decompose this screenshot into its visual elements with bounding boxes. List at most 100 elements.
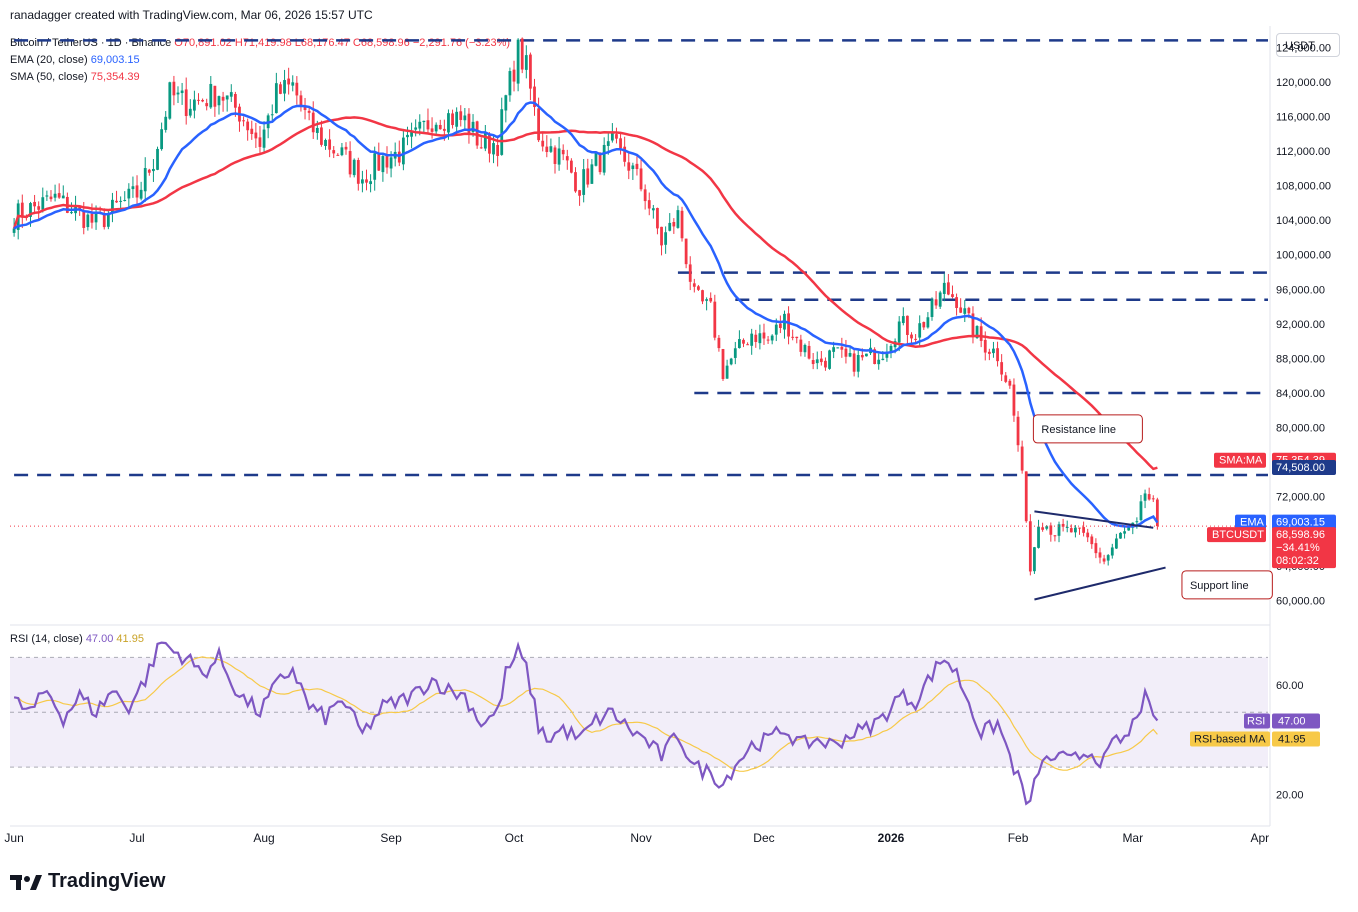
currency-selector[interactable]: USDT [1276,33,1340,57]
candle-body [951,294,954,297]
sma-legend-value: 75,354.39 [90,71,140,83]
candle-body [647,200,651,209]
candle-body [615,134,618,139]
candle-body [901,316,905,324]
candle-body [746,344,749,346]
price-badge-extra: 08:02:32 [1276,555,1319,567]
candle-body [885,351,889,358]
candle-body [193,99,196,111]
rsi-legend-value: 47.00 [85,633,114,645]
price-badge [1272,514,1336,530]
rsi-tick-label: 60.00 [1276,680,1304,692]
candle-body [401,137,405,165]
candle-body [844,348,848,357]
ohlc-low: L68,176.47 [294,37,350,49]
candle-body [815,359,819,364]
rsi-badge-value: 47.00 [1278,716,1306,728]
candle-body [471,121,475,132]
candle-body [557,148,561,165]
ema-legend-value: 69,003.15 [90,54,140,66]
candle-body [807,345,811,359]
annotation-box [1181,570,1273,600]
candle-body [852,353,856,372]
time-tick-label: Dec [753,831,774,845]
candle-body [303,106,307,111]
candle-body [12,228,16,233]
price-tick-label: 96,000.00 [1276,284,1325,296]
candle-body [340,147,344,156]
candle-body [1004,375,1008,382]
candle-body [86,214,90,228]
candle-body [152,168,155,172]
candle-body [619,138,622,149]
candle-body [299,95,303,106]
candle-body [787,313,790,337]
candle-body [381,156,385,173]
candle-body [1016,416,1020,446]
candle-body [361,179,364,184]
price-tick-label: 120,000.00 [1276,77,1331,89]
candle-body [201,99,204,102]
candle-body [295,82,299,96]
candle-body [164,116,168,130]
candle-body [115,200,118,203]
annotation-box [1032,414,1143,444]
candle-body [492,143,495,155]
candle-body [70,212,73,214]
candle-body [1119,532,1122,539]
candle-body [41,197,45,210]
candle-body [447,113,450,133]
candle-body [987,351,991,354]
candle-body [533,86,536,108]
candle-body [233,94,237,108]
candle-body [475,121,479,146]
candle-body [102,214,106,228]
candle-body [61,195,65,199]
price-badge-tag [1235,514,1266,530]
candle-body [500,109,504,155]
candle-body [365,179,368,183]
time-tick-label: Apr [1250,831,1269,845]
candle-body [1069,528,1073,533]
candle-body [82,210,86,228]
candle-body [914,338,917,340]
price-badge-tag [1214,452,1266,468]
price-tick-label: 72,000.00 [1276,492,1325,504]
price-badge-value: 68,598.96 [1276,529,1325,541]
rsi-ma-badge [1272,731,1320,747]
candle-body [561,149,565,155]
candle-body [262,129,266,148]
time-tick-label: Mar [1122,831,1143,845]
ema-legend[interactable]: EMA (20, close) 69,003.15 [10,54,140,66]
candle-body [942,282,946,294]
candle-body [213,85,217,107]
rsi-ma-badge-tag [1190,731,1270,747]
candle-body [176,92,180,95]
candle-body [106,213,110,227]
candle-body [865,353,868,357]
candle-body [459,111,463,120]
candle-body [315,127,319,133]
candle-body [889,345,893,353]
candle-body [639,168,643,190]
candle-body [123,199,127,201]
rsi-legend-label: RSI (14, close) [10,633,83,645]
candle-body [955,297,958,309]
candle-body [496,144,500,156]
rsi-ma-badge-value: 41.95 [1278,734,1306,746]
candle-body [877,359,881,365]
candle-body [840,346,844,350]
candle-body [979,326,983,341]
candle-body [529,54,532,89]
candle-body [205,103,209,107]
candle-body [721,349,725,380]
candle-body [897,321,901,343]
candle-body [672,222,676,227]
candle-body [1110,547,1114,556]
candle-body [352,159,356,176]
rsi-legend[interactable]: RSI (14, close) 47.00 41.95 [10,633,144,645]
candle-body [1041,527,1045,530]
candle-body [356,160,360,184]
sma-legend[interactable]: SMA (50, close) 75,354.39 [10,71,140,83]
